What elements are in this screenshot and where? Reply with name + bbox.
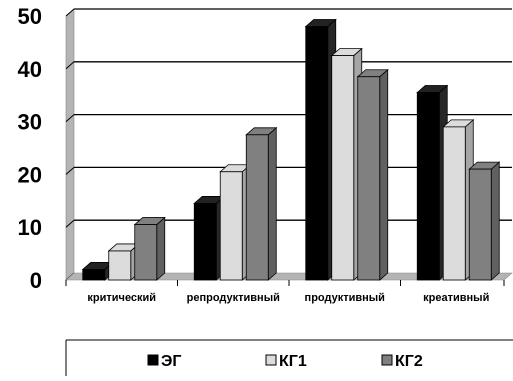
bar — [304, 18, 337, 281]
y-tick-label: 50 — [18, 4, 42, 29]
x-axis-ticks: критический репродуктивный продуктивный кре… — [65, 280, 505, 304]
bar — [330, 47, 363, 281]
gridline-side — [65, 114, 75, 122]
gridline-side — [65, 61, 75, 70]
bar — [107, 243, 140, 281]
bar — [356, 68, 389, 281]
legend-item: ЭГ — [147, 353, 181, 370]
bar — [442, 118, 475, 281]
legend-label: ЭГ — [161, 353, 181, 370]
side-wall — [65, 8, 75, 281]
y-tick-label: 10 — [18, 215, 42, 240]
y-tick-label: 30 — [18, 110, 42, 135]
x-tick-label: креативный — [423, 292, 489, 304]
x-tick-label: критический — [87, 292, 156, 304]
legend-swatch — [381, 354, 393, 366]
bar — [468, 161, 501, 281]
gridline-side — [65, 167, 75, 175]
bars — [81, 18, 501, 281]
x-tick-label: репродуктивный — [187, 292, 280, 304]
y-tick-label: 20 — [18, 162, 42, 187]
y-tick-label: 40 — [18, 57, 42, 82]
legend: ЭГ КГ1 КГ2 — [65, 339, 513, 376]
bar — [193, 195, 226, 281]
gridline-side — [65, 8, 75, 17]
bar — [416, 84, 449, 281]
bar — [219, 163, 252, 281]
legend-item: КГ2 — [381, 353, 423, 370]
gridlines — [65, 8, 512, 281]
bar — [133, 216, 166, 281]
gridline-side — [65, 219, 75, 228]
bar — [81, 261, 114, 281]
y-axis-ticks: 0 10 20 30 40 50 — [18, 4, 42, 293]
legend-swatch — [265, 354, 277, 366]
legend-item: КГ1 — [265, 353, 307, 370]
legend-label: КГ2 — [395, 353, 423, 370]
y-tick-label: 0 — [30, 268, 42, 293]
legend-swatch — [147, 354, 159, 366]
x-tick-label: продуктивный — [305, 292, 385, 304]
bar — [245, 126, 278, 281]
legend-label: КГ1 — [279, 353, 307, 370]
